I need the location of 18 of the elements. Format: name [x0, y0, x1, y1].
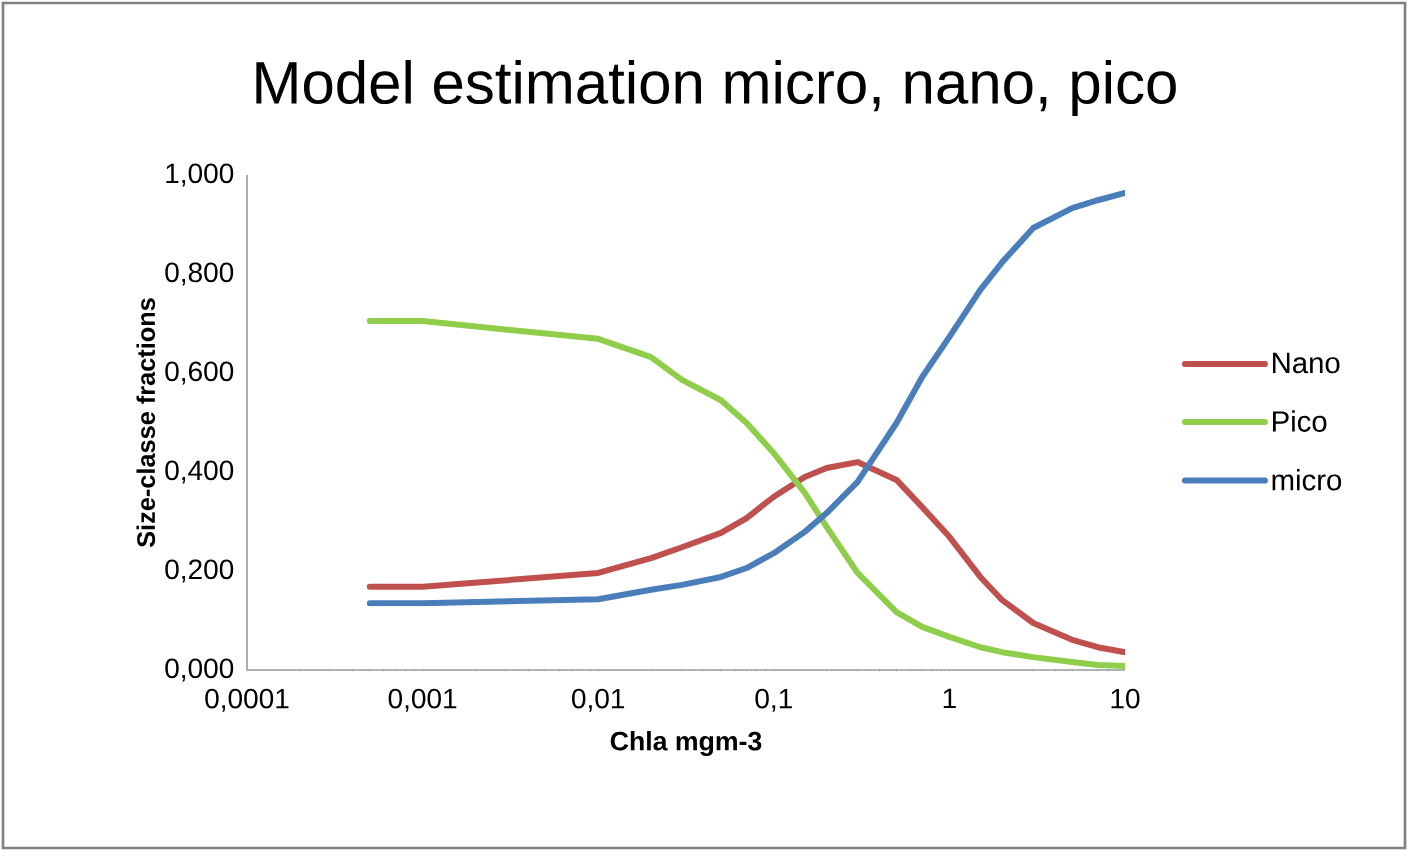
legend-label: micro: [1272, 468, 1342, 491]
y-tick-label: 1,000: [166, 163, 234, 187]
chart-title: Model estimation micro, nano, pico: [256, 60, 1176, 116]
x-tick-label: 10: [1111, 688, 1140, 709]
x-tick-label: 0,1: [755, 688, 792, 712]
legend-label: Pico: [1273, 410, 1327, 432]
x-tick-label: 0,01: [572, 688, 625, 712]
legend-label: Nano: [1273, 352, 1340, 374]
y-axis-title: Size-classe fractions: [136, 298, 156, 548]
y-tick-label: 0,800: [165, 262, 234, 286]
x-axis-title: Chla mgm-3: [610, 731, 762, 756]
y-tick-label: 0,000: [165, 658, 234, 682]
y-tick-label: 0,600: [165, 361, 234, 385]
x-tick-label: 0,0001: [205, 688, 289, 712]
x-tick-label: 0,001: [388, 688, 457, 712]
y-tick-label: 0,400: [165, 460, 234, 484]
x-tick-label: 1: [943, 688, 956, 708]
y-tick-label: 0,200: [165, 559, 234, 583]
